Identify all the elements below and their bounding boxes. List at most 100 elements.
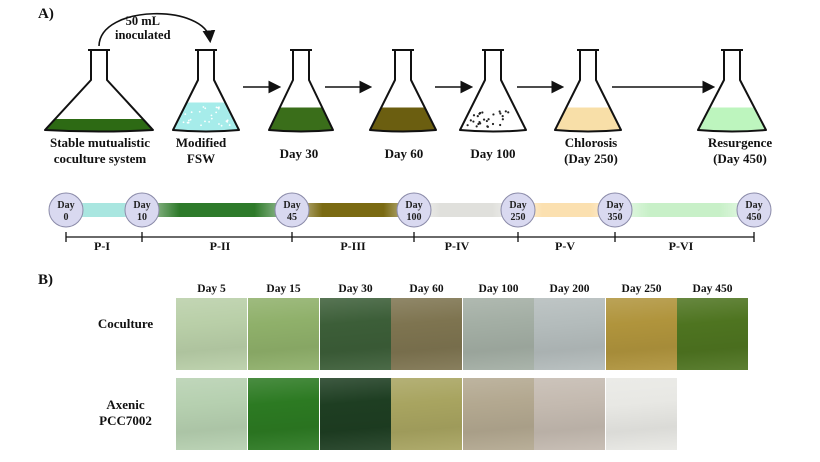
- flask-speck: [217, 107, 220, 110]
- culture-photo-axenic-day-250: [606, 378, 677, 450]
- panel-a-letter: A): [38, 6, 54, 22]
- flask-caption-1-line-1: Modified: [175, 135, 227, 150]
- culture-photo-axenic-day-5: [176, 378, 247, 450]
- row-label-axenic-line-2: PCC7002: [99, 413, 152, 428]
- culture-photo-coculture-day-5: [176, 298, 247, 370]
- flask-speck: [228, 124, 231, 126]
- flask-speck: [501, 118, 504, 121]
- flask-speck: [187, 121, 190, 124]
- culture-photo-coculture-day-100: [463, 298, 534, 370]
- flask-outline-6: [697, 50, 767, 133]
- row-label-axenic: Axenic PCC7002: [78, 397, 173, 429]
- timeline-node-circle: [48, 192, 84, 228]
- culture-photo-axenic-day-60: [391, 378, 462, 450]
- timeline-node-circle: [274, 192, 310, 228]
- timeline-node-day-value: 250: [511, 212, 526, 223]
- flask-speck: [202, 106, 205, 108]
- culture-photo-axenic-day-30: [320, 378, 391, 450]
- flask-caption-0-line-1: Stable mutualistic: [49, 135, 151, 150]
- flask-speck: [187, 119, 190, 122]
- flask-caption-6: Resurgence (Day 450): [690, 135, 790, 167]
- timeline-node-circle: [736, 192, 772, 228]
- flask-speck: [189, 118, 192, 121]
- column-header-day-200: Day 200: [549, 283, 590, 295]
- culture-photo-axenic-day-15: [248, 378, 319, 450]
- timeline-node-day-value: 100: [407, 212, 422, 223]
- timeline-segment-6: [615, 203, 754, 217]
- culture-photo-coculture-day-200: [534, 298, 605, 370]
- flask-caption-1-line-2: FSW: [186, 151, 216, 166]
- timeline-node-day-value: 350: [608, 212, 623, 223]
- flask-caption-6-line-1: Resurgence: [707, 135, 773, 150]
- flask-speck: [504, 110, 507, 113]
- timeline-node-prefix: Day: [405, 200, 422, 211]
- flask-speck: [226, 120, 229, 123]
- flask-speck: [472, 120, 475, 123]
- culture-photo-coculture-day-15: [248, 298, 319, 370]
- timeline-segment-3: [292, 203, 414, 217]
- flask-caption-0-line-2: coculture system: [53, 151, 147, 166]
- flask-liquid-1: [173, 102, 239, 132]
- flask-speck: [485, 119, 488, 123]
- timeline-node-prefix: Day: [283, 200, 300, 211]
- flask-speck: [491, 122, 495, 126]
- row-label-coculture: Coculture: [97, 316, 154, 331]
- flask-caption-6-line-2: (Day 450): [713, 151, 767, 166]
- culture-photo-coculture-day-60: [391, 298, 462, 370]
- flask-speck: [198, 110, 201, 113]
- column-header-day-5: Day 5: [197, 283, 226, 295]
- flask-caption-1: Modified FSW: [166, 135, 236, 167]
- flask-speck: [204, 120, 206, 123]
- flask-speck: [477, 122, 480, 126]
- panel-b-letter: B): [38, 272, 53, 288]
- timeline-node-circle: [124, 192, 160, 228]
- flask-1: [172, 49, 240, 133]
- flask-liquid-6: [698, 107, 766, 132]
- phase-label-p6: P-VI: [668, 239, 694, 253]
- timeline-node-day-value: 45: [287, 212, 297, 223]
- culture-photo-axenic-day-100: [463, 378, 534, 450]
- flask-caption-5-line-2: (Day 250): [564, 151, 618, 166]
- flask-speck: [492, 113, 495, 116]
- phase-label-p2: P-II: [209, 239, 231, 253]
- flask-speck: [218, 123, 220, 125]
- culture-photo-coculture-day-30: [320, 298, 391, 370]
- timeline-node-day-value: 10: [137, 212, 147, 223]
- flask-liquid-5: [555, 107, 621, 132]
- culture-photo-coculture-day-450: [677, 298, 748, 370]
- flask-speck: [215, 111, 218, 114]
- flask-speck: [478, 120, 481, 124]
- timeline-segment-5: [518, 203, 615, 217]
- phase-label-p5: P-V: [555, 239, 575, 253]
- flask-6: [697, 49, 767, 133]
- flask-4: [459, 49, 527, 133]
- culture-photo-coculture-day-250: [606, 298, 677, 370]
- flask-speck: [210, 114, 213, 117]
- flask-speck: [499, 123, 502, 127]
- flask-speck: [499, 112, 502, 115]
- flask-speck: [476, 115, 479, 118]
- phase-label-p3: P-III: [340, 239, 366, 253]
- inoculation-arrow: [98, 12, 216, 47]
- flask-speck: [487, 118, 490, 121]
- flask-caption-5-line-1: Chlorosis: [564, 135, 618, 150]
- flask-speck: [486, 125, 489, 128]
- flask-speck: [190, 111, 193, 114]
- flask-liquid-0: [45, 119, 153, 132]
- timeline-node-prefix: Day: [606, 200, 623, 211]
- flask-outline-5: [554, 50, 622, 133]
- flask-caption-3: Day 60: [384, 146, 424, 161]
- flask-0: [44, 49, 154, 133]
- timeline-segment-1: [66, 203, 142, 217]
- flask-speck: [469, 119, 472, 122]
- flask-speck: [507, 111, 510, 114]
- phase-label-p4: P-IV: [444, 239, 470, 253]
- flask-speck: [498, 110, 501, 113]
- flask-speck: [226, 119, 229, 122]
